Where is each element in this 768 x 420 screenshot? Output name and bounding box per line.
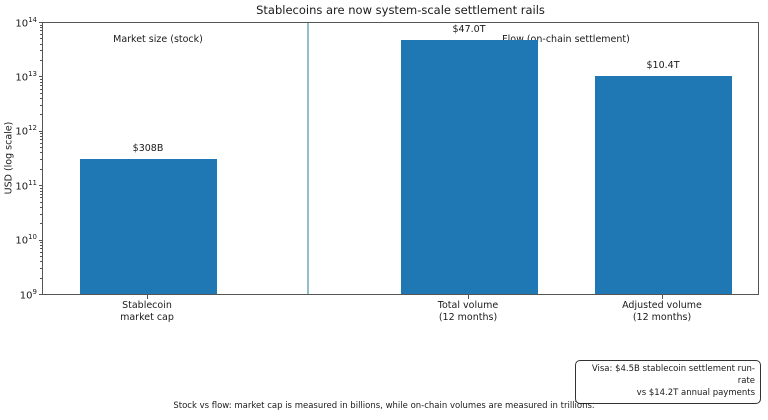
y-tick-minor <box>40 277 42 279</box>
y-tick-minor <box>40 168 42 170</box>
y-tick-minor <box>40 136 42 138</box>
y-tick-minor <box>40 152 42 154</box>
y-tick-minor <box>40 268 42 269</box>
x-tick <box>146 295 148 299</box>
x-tick <box>661 295 663 299</box>
y-tick-label: 1013 <box>15 69 37 84</box>
y-tick-minor <box>40 78 42 80</box>
y-tick-minor <box>40 98 42 99</box>
y-tick-major <box>38 239 42 241</box>
y-tick-minor <box>40 193 42 195</box>
y-tick-minor <box>40 92 42 94</box>
y-tick-minor <box>40 30 42 32</box>
y-tick-minor <box>40 114 42 116</box>
bar-value-label: $47.0T <box>452 23 486 35</box>
y-tick-minor <box>40 60 42 61</box>
section-label-flow: Flow (on-chain settlement) <box>502 34 630 45</box>
y-tick-minor <box>40 50 42 52</box>
visa-note-line2: vs $14.2T annual payments <box>636 387 755 398</box>
y-tick-label: 1010 <box>15 233 37 247</box>
y-tick-minor <box>40 223 42 225</box>
y-tick-label: 1011 <box>15 178 37 193</box>
bar-total-volume <box>400 39 538 294</box>
y-tick-label: 1014 <box>15 15 37 29</box>
x-tick <box>467 295 469 299</box>
y-tick-major <box>38 294 42 295</box>
y-tick-minor <box>40 142 42 144</box>
y-tick-minor <box>40 206 42 208</box>
y-tick-minor <box>40 261 42 263</box>
x-tick-label: Adjusted volume (12 months) <box>622 300 702 323</box>
y-tick-minor <box>40 84 42 86</box>
section-separator-line <box>307 23 309 294</box>
y-tick-minor <box>40 242 42 244</box>
x-tick-label: Total volume (12 months) <box>437 300 499 323</box>
y-tick-minor <box>40 187 42 189</box>
y-tick-minor <box>40 197 42 199</box>
y-tick-minor <box>40 244 42 246</box>
chart-title: Stablecoins are now system-scale settlem… <box>256 3 545 17</box>
y-tick-minor <box>40 34 42 36</box>
y-tick-minor <box>40 248 42 249</box>
y-tick-minor <box>40 38 42 40</box>
y-tick-minor <box>40 43 42 45</box>
y-tick-minor <box>40 139 42 141</box>
y-tick-label: 1012 <box>15 124 37 138</box>
y-tick-minor <box>40 201 42 203</box>
y-tick-minor <box>40 251 42 253</box>
y-tick-major <box>38 130 42 132</box>
visa-note-box: Visa: $4.5B stablecoin settlement run-ra… <box>575 360 761 404</box>
y-tick-minor <box>40 133 42 135</box>
footnote-caption: Stock vs flow: market cap is measured in… <box>173 401 595 411</box>
y-tick-major <box>38 22 42 23</box>
y-tick-minor <box>40 147 42 149</box>
plot-area: Market size (stock) Flow (on-chain settl… <box>42 22 759 295</box>
y-tick-minor <box>40 213 42 215</box>
y-tick-minor <box>40 256 42 257</box>
visa-note-line1: Visa: $4.5B stablecoin settlement run-ra… <box>591 364 755 386</box>
bar-value-label: $308B <box>132 142 164 154</box>
y-tick-major <box>38 185 42 187</box>
y-tick-minor <box>40 88 42 90</box>
bar-stablecoin <box>79 158 217 294</box>
y-tick-minor <box>40 190 42 192</box>
y-tick-minor <box>40 27 42 29</box>
y-tick-minor <box>40 81 42 83</box>
y-tick-minor <box>40 104 42 106</box>
section-label-stock: Market size (stock) <box>113 34 203 45</box>
bar-adjusted-volume <box>594 75 732 294</box>
y-tick-major <box>38 76 42 78</box>
y-tick-minor <box>40 24 42 26</box>
y-tick-minor <box>40 159 42 161</box>
bar-value-label: $10.4T <box>646 59 680 71</box>
x-tick-label: Stablecoin market cap <box>120 300 174 323</box>
y-tick-label: 109 <box>19 287 37 301</box>
